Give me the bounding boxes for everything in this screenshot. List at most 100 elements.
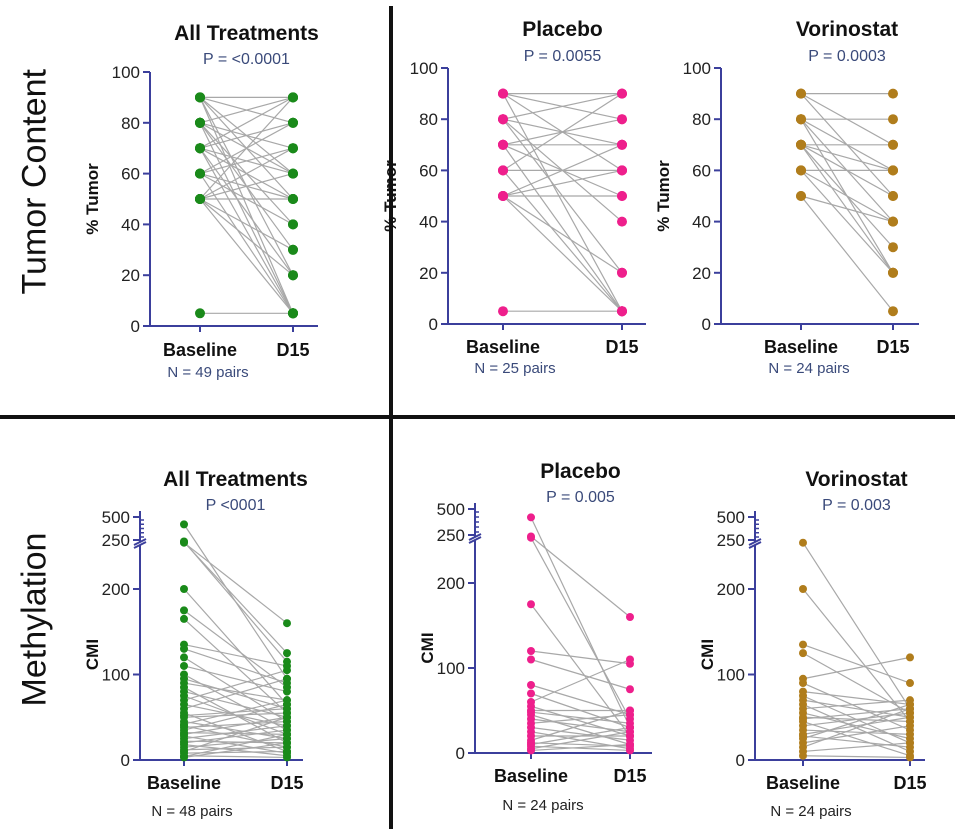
- y-tick-label: 20: [419, 264, 438, 283]
- d15-point: [288, 219, 298, 230]
- d15-point: [888, 88, 898, 99]
- d15-point: [283, 730, 291, 739]
- baseline-point: [498, 88, 508, 99]
- y-tick-label: 100: [437, 659, 465, 678]
- x-category-label: Baseline: [764, 337, 838, 357]
- pair-line: [199, 198, 294, 276]
- axis-break-mark: [468, 533, 482, 541]
- pair-line: [199, 96, 294, 200]
- y-tick-label: 100: [717, 666, 745, 685]
- y-tick-label: 40: [121, 215, 140, 234]
- pair-line: [530, 711, 631, 724]
- pair-line: [183, 746, 288, 751]
- baseline-point: [527, 746, 535, 755]
- d15-point: [906, 753, 914, 762]
- pair-line: [183, 542, 288, 624]
- pair-line: [530, 684, 631, 716]
- baseline-point: [527, 647, 535, 655]
- d15-point: [288, 143, 298, 154]
- pair-line: [530, 726, 631, 746]
- baseline-point: [527, 689, 535, 698]
- pair-line: [802, 691, 911, 706]
- y-tick-label: 60: [419, 161, 438, 180]
- pair-line: [183, 699, 288, 725]
- pair-line: [183, 691, 288, 718]
- pair-line: [802, 644, 911, 684]
- y-axis-label: CMI: [418, 632, 437, 663]
- pairs-count-note: N = 24 pairs: [770, 803, 851, 820]
- x-category-label: Baseline: [494, 766, 568, 786]
- pair-line: [183, 716, 288, 753]
- pair-line: [802, 703, 911, 740]
- pair-line: [183, 729, 288, 744]
- baseline-point: [799, 649, 807, 658]
- d15-point: [617, 88, 627, 99]
- pair-line: [530, 658, 631, 690]
- baseline-point: [799, 538, 807, 547]
- d15-point: [906, 738, 914, 747]
- baseline-point: [180, 585, 188, 593]
- pair-line: [199, 147, 294, 200]
- pair-line: [530, 709, 631, 741]
- baseline-point: [195, 143, 205, 154]
- pairs-count-note: N = 24 pairs: [502, 797, 583, 814]
- y-tick-label: 250: [717, 531, 745, 550]
- pair-line: [502, 144, 623, 312]
- d15-point: [288, 270, 298, 281]
- chart-title: Vorinostat: [805, 468, 907, 491]
- d15-point: [288, 168, 298, 179]
- pair-line: [183, 735, 288, 754]
- x-category-label: D15: [270, 773, 303, 793]
- baseline-point: [195, 92, 205, 103]
- p-value-label: P = 0.003: [822, 497, 891, 514]
- d15-point: [283, 674, 291, 683]
- pair-line: [502, 169, 623, 197]
- pair-line: [199, 96, 294, 149]
- axis-break-mark: [748, 538, 762, 546]
- d15-point: [617, 191, 627, 201]
- d15-point: [617, 267, 627, 278]
- pair-line: [530, 714, 631, 746]
- d15-point: [283, 649, 291, 658]
- x-category-label: Baseline: [163, 340, 237, 360]
- baseline-point: [527, 600, 535, 609]
- baseline-point: [195, 168, 205, 179]
- pair-line: [530, 658, 631, 703]
- pair-line: [183, 716, 288, 735]
- d15-point: [617, 114, 627, 125]
- pair-line: [199, 122, 294, 149]
- d15-point: [283, 713, 291, 722]
- horizontal-divider: [0, 415, 955, 419]
- p-value-label: P = 0.0055: [524, 48, 602, 65]
- chart-title: All Treatments: [174, 22, 319, 45]
- pair-line: [800, 169, 894, 274]
- pair-line: [199, 198, 294, 251]
- pair-line: [199, 147, 294, 175]
- baseline-point: [527, 681, 535, 689]
- p-value-label: P = <0.0001: [203, 51, 290, 68]
- pair-line: [199, 96, 294, 124]
- baseline-point: [180, 520, 188, 529]
- pair-line: [199, 173, 294, 200]
- pair-line: [802, 652, 911, 714]
- y-tick-label: 0: [456, 744, 465, 763]
- baseline-point: [180, 644, 188, 653]
- pair-line: [530, 536, 631, 618]
- pair-line: [502, 93, 623, 312]
- p-value-label: P <0001: [206, 497, 266, 514]
- x-category-label: D15: [605, 337, 638, 357]
- pair-line: [802, 742, 911, 753]
- y-tick-label: 40: [419, 213, 438, 232]
- pair-line: [183, 732, 288, 735]
- d15-point: [617, 306, 627, 317]
- d15-point: [283, 747, 291, 756]
- baseline-point: [498, 191, 508, 201]
- x-category-label: D15: [613, 766, 646, 786]
- x-category-label: D15: [876, 337, 909, 357]
- pair-line: [183, 712, 288, 718]
- y-tick-label: 0: [736, 751, 745, 770]
- baseline-point: [796, 191, 806, 201]
- d15-point: [906, 679, 914, 688]
- y-tick-label: 100: [683, 59, 711, 78]
- pair-line: [802, 729, 911, 735]
